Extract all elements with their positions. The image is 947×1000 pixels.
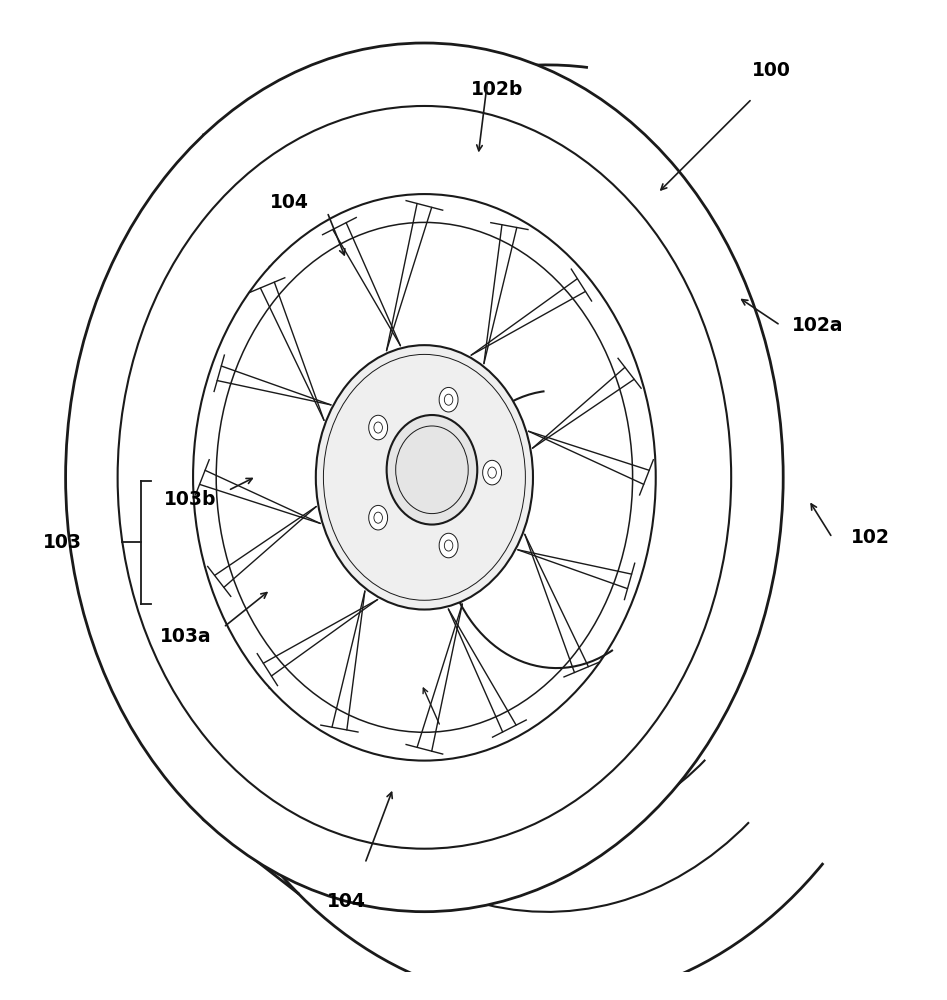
Ellipse shape xyxy=(193,194,655,761)
Ellipse shape xyxy=(439,387,458,412)
Ellipse shape xyxy=(315,345,533,610)
Text: 100: 100 xyxy=(752,61,791,80)
Text: 103b: 103b xyxy=(164,490,217,509)
Text: 103a: 103a xyxy=(160,627,211,646)
Text: 104: 104 xyxy=(270,193,309,212)
Ellipse shape xyxy=(368,505,387,530)
Ellipse shape xyxy=(65,43,783,912)
Ellipse shape xyxy=(439,533,458,558)
Text: 104: 104 xyxy=(327,892,366,911)
Text: 102b: 102b xyxy=(471,80,524,99)
Ellipse shape xyxy=(483,460,502,485)
Text: 103: 103 xyxy=(44,533,82,552)
Ellipse shape xyxy=(386,415,477,525)
Text: 102a: 102a xyxy=(793,316,844,335)
Text: 102: 102 xyxy=(850,528,889,547)
Ellipse shape xyxy=(368,415,387,440)
